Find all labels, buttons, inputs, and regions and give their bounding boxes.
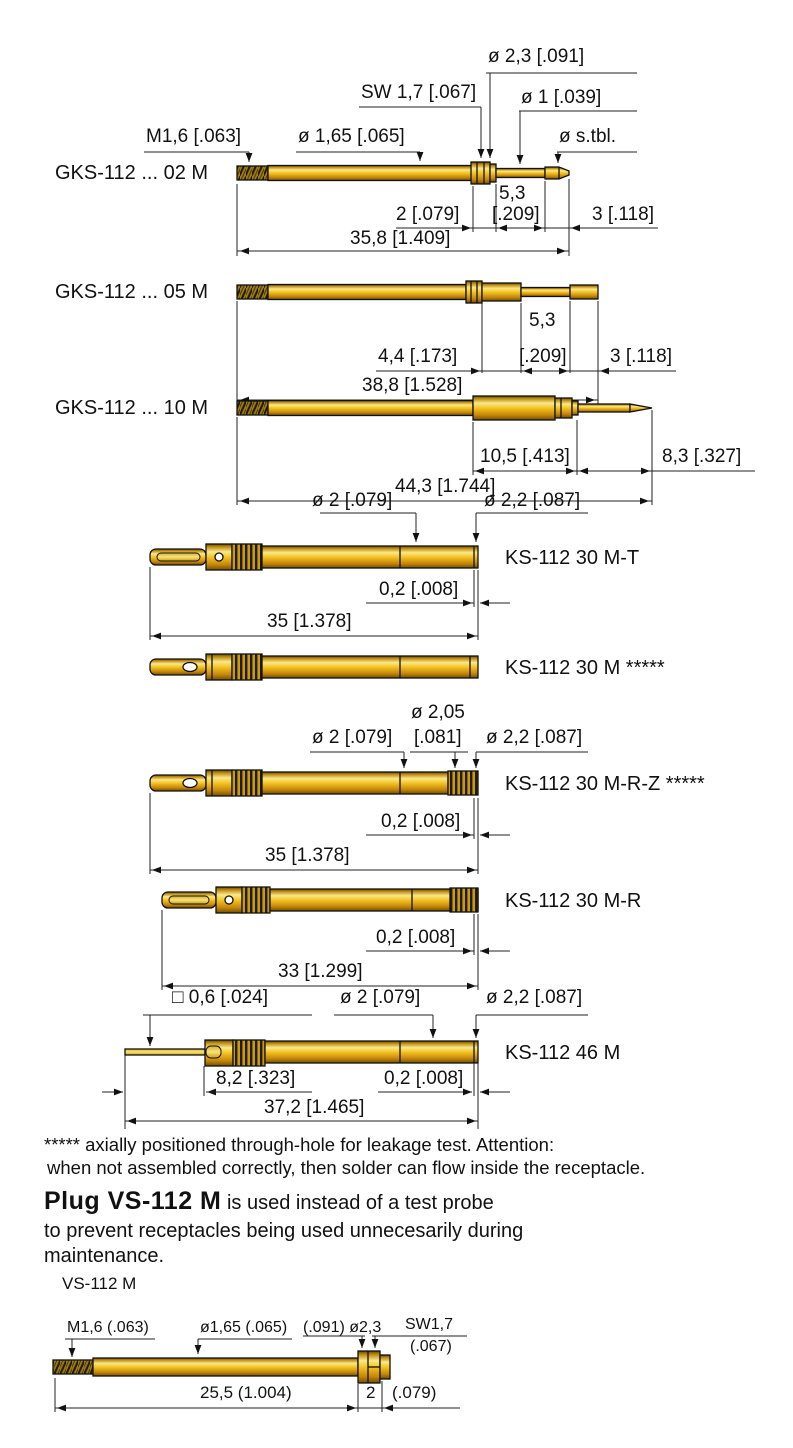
part-number-label: GKS-112 ... 05 M — [55, 281, 209, 303]
probe-ks30mt — [149, 543, 479, 571]
diameter-label-d1: ø 1 [.039] — [521, 87, 602, 108]
diameter-label-d165: ø 1,65 [.065] — [298, 126, 405, 147]
dimension-label-total: 38,8 [1.528] — [362, 375, 463, 396]
plug-heading: Plug VS-112 M — [44, 1187, 222, 1215]
plug-paragraph-line-2: to prevent receptacles being used unnece… — [44, 1220, 524, 1242]
plug-text: is used instead of a test probe — [221, 1192, 494, 1214]
probe-vs112m — [52, 1350, 391, 1384]
dimension-label: 10,5 [.413] — [480, 446, 570, 467]
dimension-label: 2 — [366, 1383, 376, 1402]
dimension-label: [.209] — [492, 204, 540, 225]
dimension-label: 8,2 [.323] — [216, 1068, 296, 1089]
part-number-label: KS-112 30 M ***** — [505, 657, 665, 679]
probe-gks02 — [236, 161, 570, 185]
part-number-label: KS-112 30 M-R — [505, 890, 642, 912]
hex-width-label-sw17: SW 1,7 [.067] — [361, 82, 477, 103]
diameter-label: ø 2,2 [.087] — [486, 987, 583, 1008]
diameter-label: ø 2,2 [.087] — [486, 727, 583, 748]
probe-ks46m — [124, 1039, 479, 1067]
dimension-label: 2 [.079] — [396, 204, 460, 225]
probe-gks10 — [236, 395, 653, 421]
dimension-label-total: 35 [1.378] — [265, 845, 350, 866]
dimension-label-total: 35 [1.378] — [267, 611, 352, 632]
plug-paragraph-line-3: maintenance. — [44, 1245, 165, 1267]
probe-ks30mr — [161, 886, 479, 914]
hex-width-label: SW1,7 — [405, 1316, 454, 1333]
diameter-label: [.081] — [414, 727, 462, 748]
dimension-label: [.209] — [519, 346, 567, 367]
dimension-label: 8,3 [.327] — [662, 446, 742, 467]
dimension-label: 0,2 [.008] — [384, 1068, 464, 1089]
thread-label-m16: M1,6 [.063] — [146, 126, 242, 147]
diameter-label: ø1,65 (.065) — [200, 1319, 288, 1336]
dimension-label: 0,2 [.008] — [381, 811, 461, 832]
footnote-line-2: when not assembled correctly, then solde… — [47, 1157, 646, 1178]
part-number-label: KS-112 46 M — [505, 1042, 621, 1064]
dimension-label: 5,3 — [529, 310, 556, 331]
diameter-label: ø 2,05 — [411, 702, 465, 723]
dimension-label-total: 33 [1.299] — [278, 961, 363, 982]
dimension-label: 3 [.118] — [592, 204, 654, 225]
dimension-label: 5,3 — [499, 183, 526, 204]
plug-paragraph-line-1: Plug VS-112 M is used instead of a test … — [44, 1187, 494, 1216]
diameter-label: (.091) ø2,3 — [303, 1319, 382, 1336]
dimension-label: (.079) — [392, 1383, 437, 1402]
hex-width-label-inch: (.067) — [410, 1338, 452, 1355]
diameter-label: ø 2 [.079] — [340, 987, 421, 1008]
diameter-label-d23: ø 2,3 [.091] — [488, 46, 585, 67]
vs-title: VS-112 M — [62, 1274, 137, 1293]
square-tip-label: □ 0,6 [.024] — [172, 987, 268, 1008]
dimension-label-total: 44,3 [1.744] — [395, 476, 496, 497]
probe-ks30m — [149, 653, 479, 681]
part-number-label: KS-112 30 M-T — [505, 547, 640, 569]
dimension-label-total: 25,5 (1.004) — [200, 1383, 292, 1402]
dimension-label: 0,2 [.008] — [379, 579, 459, 600]
diameter-label: ø 2 [.079] — [312, 727, 393, 748]
diameter-label: ø 2,2 [.087] — [484, 490, 581, 511]
dimension-label-total: 37,2 [1.465] — [264, 1097, 365, 1118]
part-number-label: KS-112 30 M-R-Z ***** — [505, 773, 705, 795]
thread-label: M1,6 (.063) — [67, 1319, 149, 1336]
diameter-label: ø 2 [.079] — [312, 490, 393, 511]
probe-ks30mrz — [149, 769, 479, 797]
dimension-label-total: 35,8 [1.409] — [350, 228, 451, 249]
diameter-label-stbl: ø s.tbl. — [559, 126, 617, 147]
part-number-label: GKS-112 ... 02 M — [55, 162, 209, 184]
footnote-line-1: ***** axially positioned through-hole fo… — [44, 1134, 555, 1155]
dimension-label: 0,2 [.008] — [376, 927, 456, 948]
dimension-label: 4,4 [.173] — [378, 346, 458, 367]
dimension-label: 3 [.118] — [610, 346, 672, 367]
probe-gks05 — [236, 280, 599, 304]
part-number-label: GKS-112 ... 10 M — [55, 397, 209, 419]
